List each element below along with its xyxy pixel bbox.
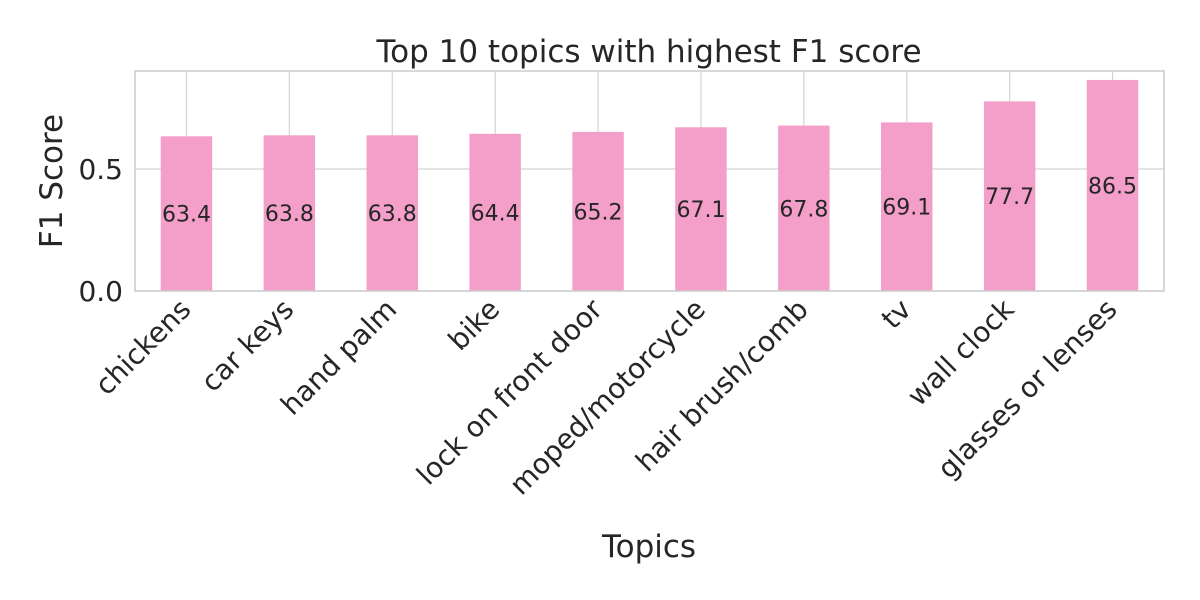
bar-data-label: 65.2 — [574, 200, 623, 225]
y-tick-label: 0.5 — [78, 153, 123, 186]
y-axis-label: F1 Score — [34, 114, 70, 248]
bar — [160, 136, 213, 291]
bar-data-label: 77.7 — [985, 185, 1034, 210]
x-tick-label: lock on front door — [410, 292, 609, 491]
x-tick-label: car keys — [195, 293, 301, 399]
bar-data-label: 67.8 — [779, 197, 828, 222]
bar-data-label: 63.8 — [265, 202, 314, 227]
bar-data-label: 64.4 — [471, 201, 520, 226]
x-tick-label: chickens — [88, 293, 197, 402]
bar — [983, 101, 1036, 291]
bar — [778, 125, 830, 292]
bar — [469, 133, 521, 291]
y-tick-label: 0.0 — [78, 275, 123, 308]
chart-title: Top 10 topics with highest F1 score — [375, 34, 921, 70]
bar-data-label: 86.5 — [1088, 174, 1137, 199]
bars-layer — [160, 79, 1139, 292]
x-tick-label: bike — [442, 293, 506, 357]
bar-data-label: 69.1 — [882, 196, 931, 221]
y-ticks-layer: 0.0 0.5 — [78, 153, 123, 308]
bar — [881, 122, 933, 292]
bar — [366, 135, 418, 291]
bar — [675, 127, 727, 291]
bar — [1086, 79, 1139, 291]
plot-frame — [134, 70, 1165, 292]
x-tick-label: glasses or lenses — [931, 293, 1124, 486]
bar-labels-layer: 63.4 63.8 63.8 64.4 65.2 67.1 67.8 69.1 77.7 86.5 — [162, 174, 1137, 227]
bar-data-label: 63.8 — [368, 202, 417, 227]
bar-data-label: 63.4 — [162, 203, 211, 228]
x-tick-label: hair brush/comb — [629, 293, 815, 479]
bar-data-label: 67.1 — [676, 198, 725, 223]
x-tick-label: tv — [875, 293, 918, 336]
bar — [572, 131, 624, 291]
x-axis-label: Topics — [601, 529, 696, 565]
x-tick-label: moped/motorcycle — [503, 293, 712, 502]
bar — [263, 135, 316, 291]
